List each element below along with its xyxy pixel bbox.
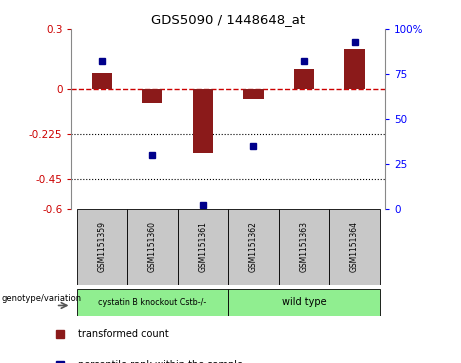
Text: percentile rank within the sample: percentile rank within the sample [78, 360, 243, 363]
Text: GSM1151359: GSM1151359 [97, 221, 106, 272]
Bar [279, 209, 329, 285]
Bar [294, 69, 314, 89]
Text: GSM1151364: GSM1151364 [350, 221, 359, 272]
Text: GSM1151363: GSM1151363 [300, 221, 308, 272]
Text: transformed count: transformed count [78, 329, 169, 339]
Text: GSM1151361: GSM1151361 [198, 221, 207, 272]
Bar [77, 209, 127, 285]
Bar [92, 73, 112, 89]
Title: GDS5090 / 1448648_at: GDS5090 / 1448648_at [151, 13, 305, 26]
Bar [193, 89, 213, 153]
Bar [228, 289, 380, 316]
Bar [142, 89, 162, 103]
Bar [127, 209, 177, 285]
Bar [243, 89, 264, 99]
Text: wild type: wild type [282, 297, 326, 307]
Bar [228, 209, 279, 285]
Bar [344, 49, 365, 89]
Text: genotype/variation: genotype/variation [1, 294, 82, 303]
Text: GSM1151360: GSM1151360 [148, 221, 157, 272]
Bar [77, 289, 228, 316]
Text: cystatin B knockout Cstb-/-: cystatin B knockout Cstb-/- [98, 298, 207, 307]
Text: GSM1151362: GSM1151362 [249, 221, 258, 272]
Bar [177, 209, 228, 285]
Bar [329, 209, 380, 285]
